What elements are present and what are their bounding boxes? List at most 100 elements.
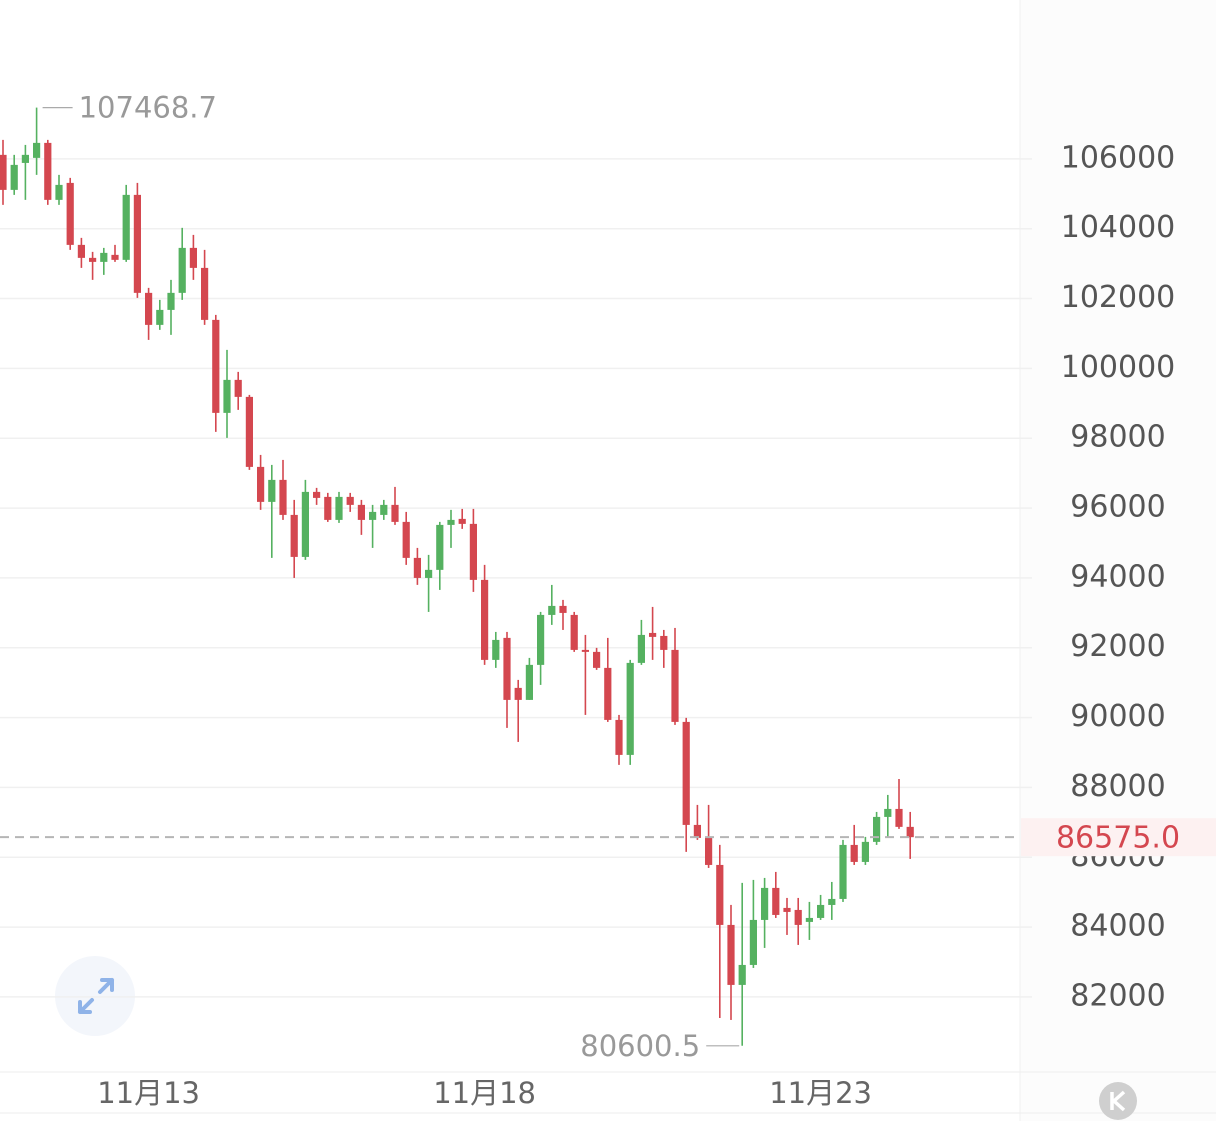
candle-body xyxy=(223,379,231,413)
candle-body xyxy=(357,504,365,520)
candle-body xyxy=(716,864,724,925)
candle-body xyxy=(514,687,522,700)
candle-body xyxy=(660,635,668,650)
y-tick-label: 98000 xyxy=(1070,420,1165,455)
candle-body xyxy=(772,887,780,915)
candle-body xyxy=(89,257,97,262)
candle-body xyxy=(55,184,63,200)
candle-body xyxy=(257,466,265,502)
candle-body xyxy=(313,491,321,498)
x-tick-label: 11月23 xyxy=(769,1076,872,1110)
candle-body xyxy=(693,824,701,838)
candle-body xyxy=(413,557,421,578)
candle-body xyxy=(906,826,914,838)
candle-body xyxy=(189,247,197,268)
candle-body xyxy=(861,841,869,862)
candle-body xyxy=(548,605,556,615)
candle-body xyxy=(10,164,18,190)
candle-body xyxy=(794,909,802,925)
candle-body xyxy=(873,816,881,842)
candle-body xyxy=(402,521,410,558)
y-tick-label: 102000 xyxy=(1061,280,1176,315)
candle-body xyxy=(895,808,903,827)
candle-body xyxy=(436,524,444,570)
min-label: 80600.5 xyxy=(580,1029,700,1063)
candle-body xyxy=(469,523,477,580)
y-tick-label: 96000 xyxy=(1070,490,1165,525)
candle-body xyxy=(727,924,735,985)
candle-body xyxy=(33,142,41,158)
candle-body xyxy=(761,887,769,920)
expand-button[interactable] xyxy=(55,956,135,1036)
candle-body xyxy=(145,292,153,325)
candle-body xyxy=(156,309,164,325)
candle-body xyxy=(268,479,276,502)
candle-body xyxy=(604,667,612,720)
candle-body xyxy=(369,511,377,520)
y-tick-label: 104000 xyxy=(1061,210,1176,245)
candle-body xyxy=(380,504,388,515)
x-tick-label: 11月18 xyxy=(433,1076,536,1110)
candle-body xyxy=(324,496,332,520)
y-tick-label: 88000 xyxy=(1070,769,1165,804)
candle-body xyxy=(738,964,746,985)
candle-body xyxy=(290,514,298,557)
y-tick-label: 92000 xyxy=(1070,629,1165,664)
candle-body xyxy=(425,569,433,578)
y-tick-label: 100000 xyxy=(1061,350,1176,385)
expand-icon xyxy=(78,978,114,1014)
max-label: 107468.7 xyxy=(79,91,217,125)
candle-body xyxy=(615,719,623,755)
candle-body xyxy=(492,639,500,660)
candle-body xyxy=(201,267,209,320)
expand-bg xyxy=(55,956,135,1036)
y-tick-label: 82000 xyxy=(1070,978,1165,1013)
candle-body xyxy=(122,194,130,260)
candle-body xyxy=(649,632,657,637)
candle-body xyxy=(66,182,74,245)
candle-body xyxy=(481,579,489,660)
candle-body xyxy=(458,518,466,524)
candle-body xyxy=(559,605,567,613)
last-price-bg xyxy=(1021,818,1216,857)
candle-body xyxy=(884,808,892,817)
candle-body xyxy=(167,292,175,310)
candle-body xyxy=(21,154,29,163)
candle-body xyxy=(593,651,601,668)
candle-body xyxy=(346,496,354,505)
candle-body xyxy=(245,396,253,467)
y-tick-label: 106000 xyxy=(1061,140,1176,175)
candle-body xyxy=(817,904,825,918)
candle-body xyxy=(749,919,757,965)
k-icon xyxy=(1110,1090,1126,1112)
k-button[interactable] xyxy=(1099,1082,1137,1120)
x-tick-label: 11月13 xyxy=(97,1076,200,1110)
candle-body xyxy=(178,247,186,293)
candle-body xyxy=(335,496,343,520)
y-tick-label: 84000 xyxy=(1070,909,1165,944)
candle-body xyxy=(100,252,108,262)
candle-body xyxy=(301,491,309,557)
k-icon-bg xyxy=(1099,1082,1137,1120)
y-axis-panel xyxy=(1020,0,1216,1121)
candle-body xyxy=(525,664,533,700)
y-tick-label: 90000 xyxy=(1070,699,1165,734)
candle-body xyxy=(77,244,85,258)
candle-body xyxy=(671,649,679,722)
candle-body xyxy=(0,154,7,190)
last-price-label: 86575.0 xyxy=(1056,821,1180,856)
candle-body xyxy=(850,844,858,862)
candle-body xyxy=(133,194,141,293)
candle-body xyxy=(705,837,713,865)
candle-body xyxy=(111,254,119,260)
candle-body xyxy=(537,614,545,665)
candle-body xyxy=(581,649,589,652)
candle-body xyxy=(234,379,242,397)
candle-body xyxy=(447,519,455,525)
candle-body xyxy=(503,637,511,700)
candle-body xyxy=(637,634,645,663)
y-tick-label: 94000 xyxy=(1070,559,1165,594)
candle-body xyxy=(570,614,578,650)
candle-body xyxy=(391,504,399,522)
